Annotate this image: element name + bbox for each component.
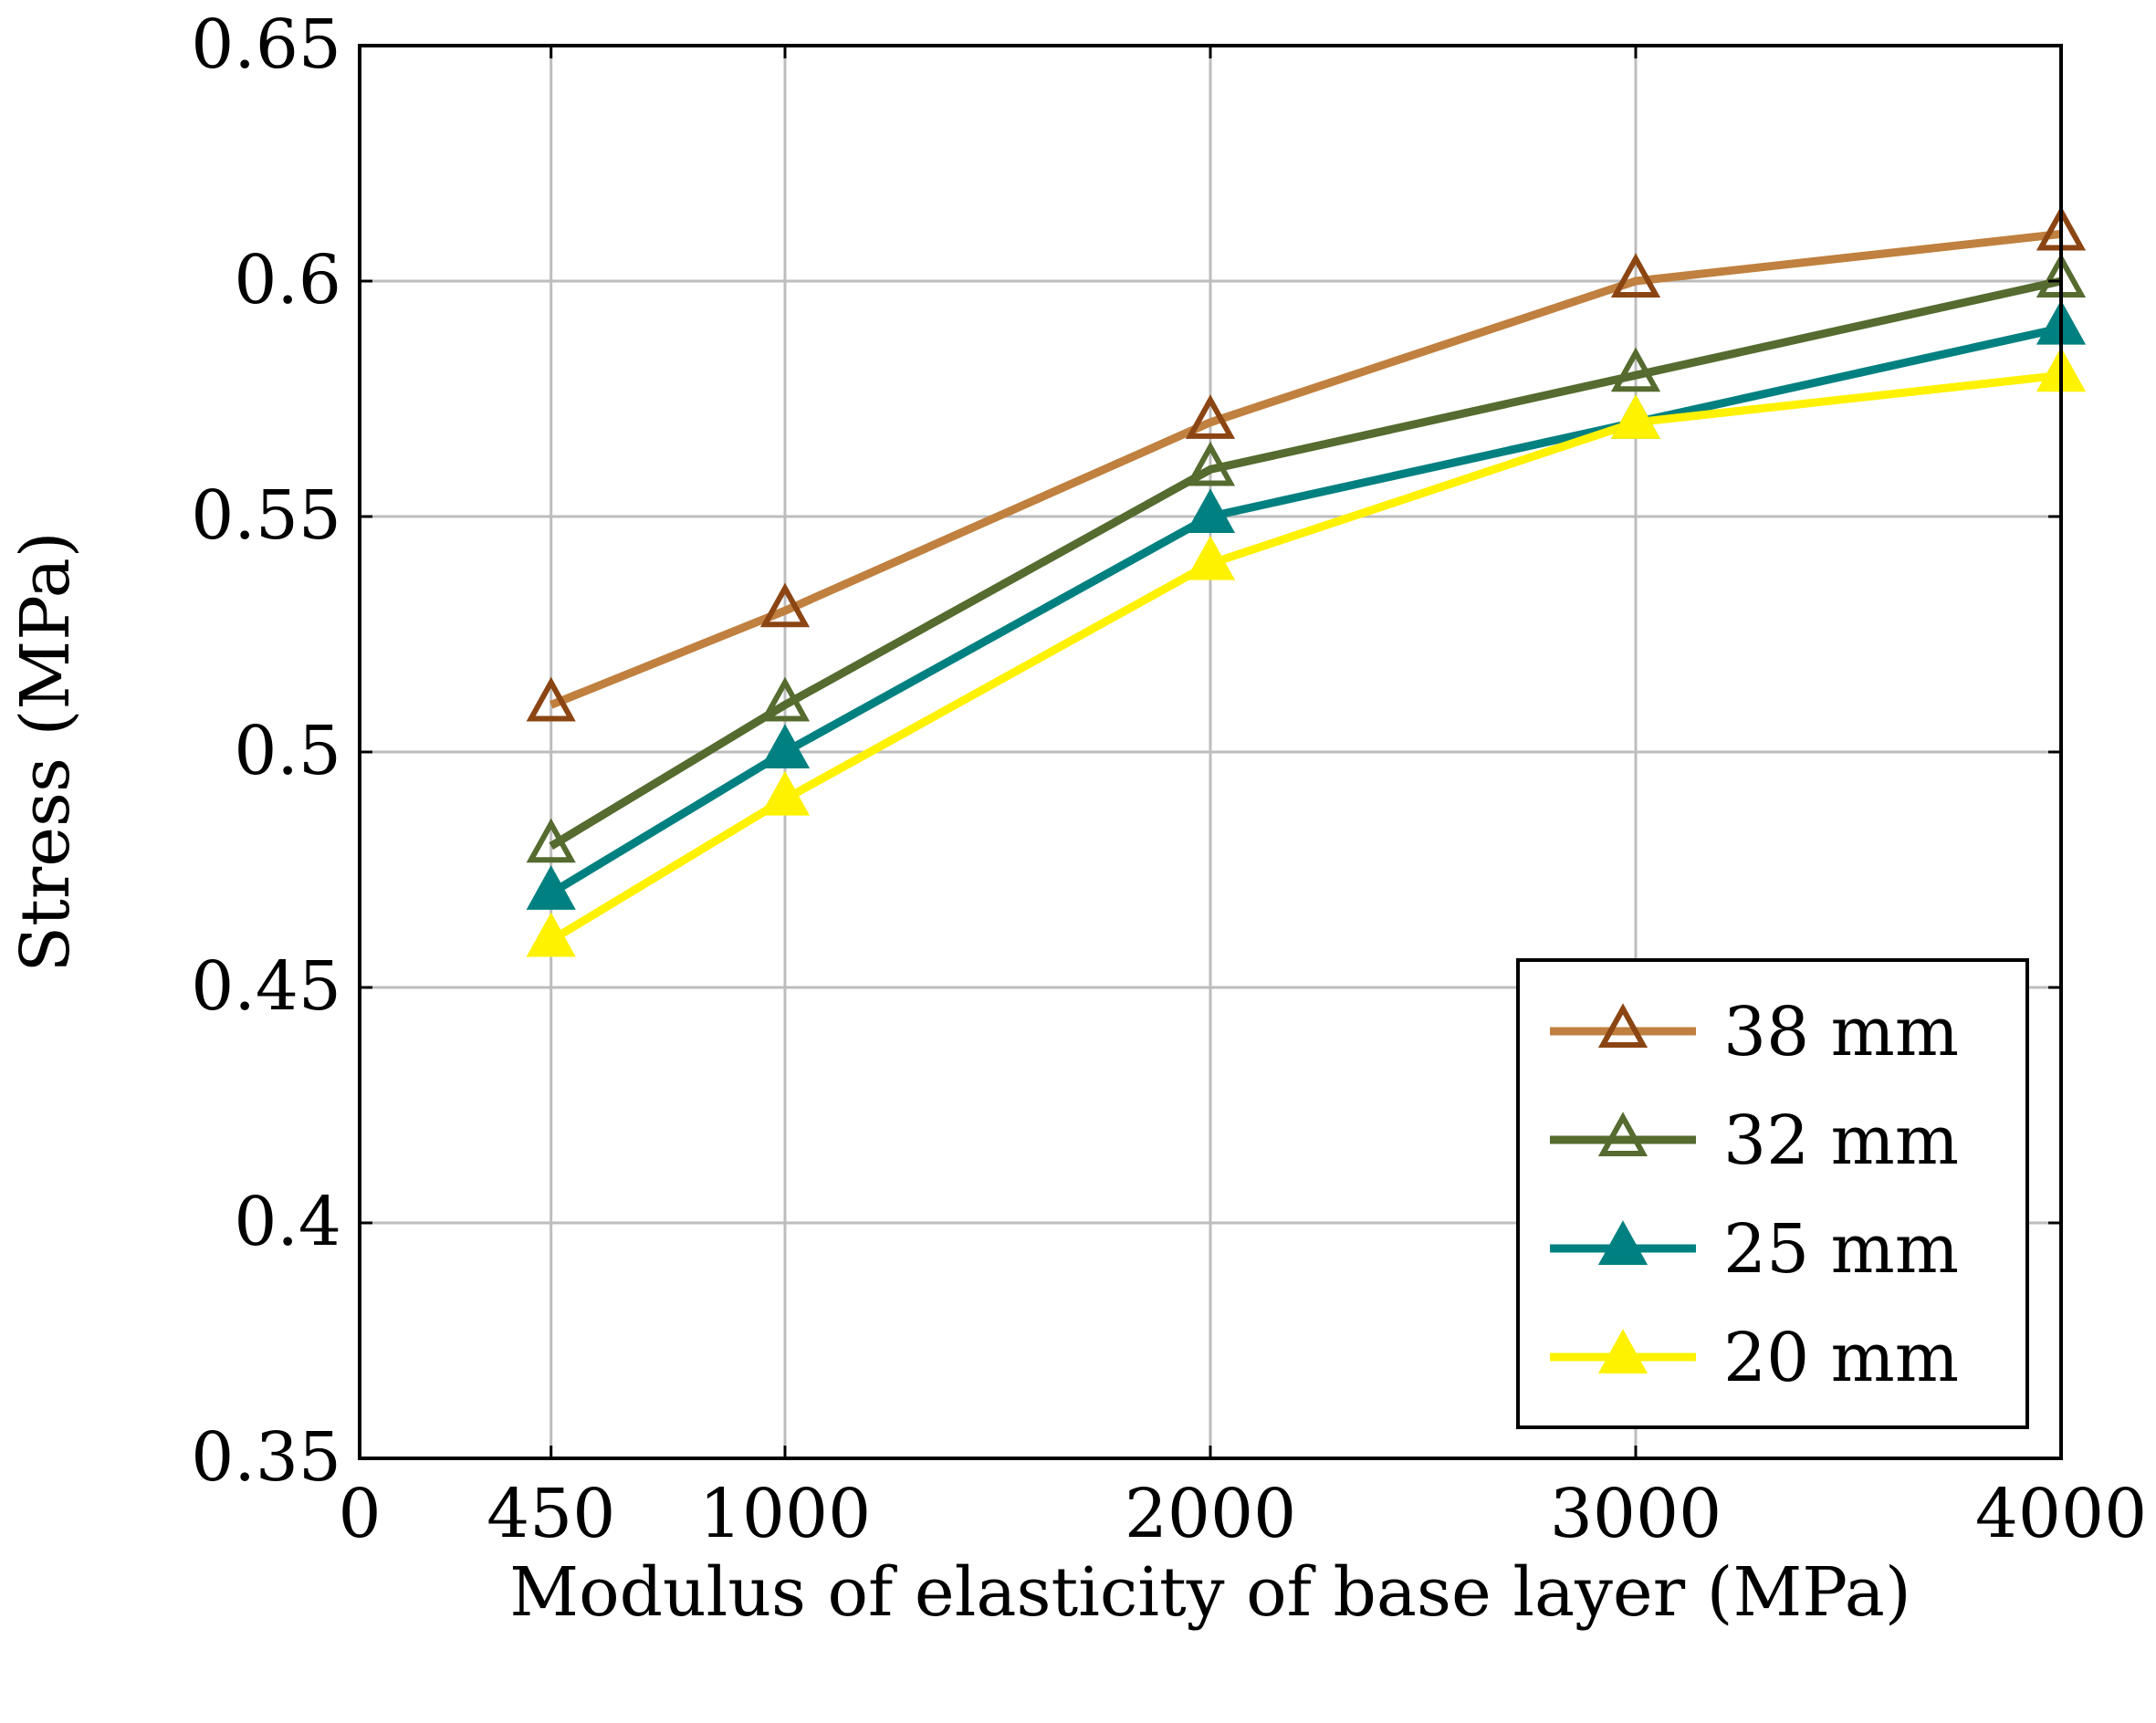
data-point-38-mm xyxy=(1185,394,1236,439)
data-point-25-mm xyxy=(1185,488,1236,534)
data-point-32-mm xyxy=(1185,441,1236,486)
series-line-20-mm xyxy=(549,371,2062,945)
y-tick-label: 0.6 xyxy=(234,241,341,319)
x-tick-label: 2000 xyxy=(1125,1475,1296,1553)
x-tick-label: 450 xyxy=(487,1475,615,1553)
legend-entries: 38 mm 32 mm 25 mm 20 mm xyxy=(1550,993,1959,1397)
y-tick-label: 0.45 xyxy=(191,947,341,1026)
data-point-20-mm xyxy=(526,912,576,957)
legend-marker-25-mm xyxy=(1597,1220,1648,1266)
data-point-38-mm xyxy=(526,676,576,722)
data-point-25-mm xyxy=(759,724,811,769)
legend-label-25-mm: 25 mm xyxy=(1723,1210,1959,1289)
x-tick-label: 4000 xyxy=(1975,1475,2147,1553)
x-axis-label: Modulus of elasticity of base layer (MPa… xyxy=(509,1553,1910,1632)
x-tick-label: 0 xyxy=(338,1475,381,1553)
y-tick-label: 0.55 xyxy=(191,476,341,555)
legend-label-20-mm: 20 mm xyxy=(1723,1319,1959,1397)
data-point-32-mm xyxy=(1610,347,1661,392)
series-line-38-mm xyxy=(549,229,2062,709)
data-point-25-mm xyxy=(526,865,576,910)
tick-layer: 0 450 1000 2000 3000 4000 0.35 0.4 0.45 0.5 0.55 0.… xyxy=(191,5,2147,1553)
x-tick-label: 3000 xyxy=(1550,1475,1722,1553)
legend: 38 mm 32 mm 25 mm 20 mm xyxy=(1516,958,2029,1429)
legend-marker-20-mm xyxy=(1597,1329,1648,1374)
data-point-38-mm xyxy=(759,582,811,628)
legend-label-32-mm: 32 mm xyxy=(1723,1102,1959,1180)
data-point-20-mm xyxy=(1185,535,1236,580)
legend-box xyxy=(1516,958,2029,1429)
y-tick-label: 0.35 xyxy=(191,1418,341,1497)
x-tick-label: 1000 xyxy=(699,1475,871,1553)
y-tick-label: 0.5 xyxy=(234,712,341,790)
legend-label-38-mm: 38 mm xyxy=(1723,993,1959,1071)
data-point-32-mm xyxy=(526,818,576,863)
data-point-38-mm xyxy=(1610,253,1661,298)
legend-marker-32-mm xyxy=(1597,1112,1648,1157)
data-point-20-mm xyxy=(759,770,811,816)
data-point-32-mm xyxy=(759,676,811,722)
series-line-32-mm xyxy=(549,277,2062,851)
data-point-20-mm xyxy=(1610,394,1661,439)
y-tick-label: 0.4 xyxy=(234,1183,341,1261)
y-tick-label: 0.65 xyxy=(191,5,341,84)
y-axis-label: Stress (MPa) xyxy=(6,531,85,972)
legend-marker-38-mm xyxy=(1597,1003,1648,1049)
series-layer xyxy=(526,205,2087,957)
